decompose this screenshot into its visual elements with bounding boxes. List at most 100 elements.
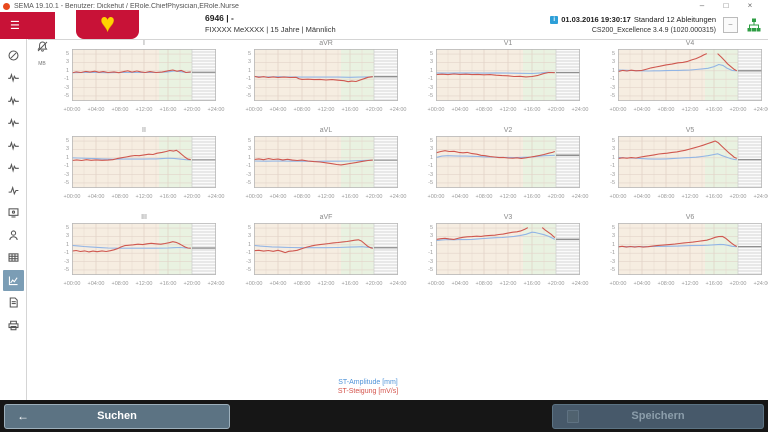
app-header: ☰ ♥ 6946 | - FIXXXX MeXXXX | 15 Jahre | … [0, 10, 768, 39]
x-tick-label: +12:00 [499, 194, 517, 200]
lead-chart-I: I 5 3 1 -1 -3 -5 +00:00 +04:00 +08:00 +12:00 +16:00… [58, 40, 225, 115]
x-tick-label: +20:00 [365, 107, 383, 113]
x-tick-label: +00:00 [245, 194, 263, 200]
trend-chart-icon [8, 275, 18, 285]
y-tick-label: 5 [65, 225, 69, 232]
sidebar-item-ecg-3[interactable] [3, 112, 24, 133]
y-tick-label: 5 [611, 225, 615, 232]
minimize-button[interactable]: – [699, 1, 705, 10]
y-tick-label: 1 [247, 67, 251, 74]
y-tick-label: -5 [246, 92, 251, 99]
x-tick-label: +00:00 [609, 107, 627, 113]
sidebar-item-monitor[interactable] [3, 202, 24, 223]
chart-title: V4 [685, 40, 695, 47]
sidebar-item-print[interactable] [3, 315, 24, 336]
x-tick-label: +16:00 [159, 281, 177, 287]
y-tick-label: -1 [246, 163, 251, 170]
y-tick-label: -1 [64, 76, 69, 83]
x-tick-label: +16:00 [705, 281, 723, 287]
y-tick-label: 1 [611, 67, 615, 74]
sidebar-item-ecg-5[interactable] [3, 157, 24, 178]
hamburger-menu-button[interactable]: ☰ [0, 12, 55, 39]
chart-title: V2 [503, 127, 513, 134]
y-tick-label: -3 [610, 258, 615, 265]
sidebar-item-ecg-2[interactable] [3, 90, 24, 111]
ecg-icon [7, 162, 19, 173]
x-tick-label: +24:00 [753, 281, 768, 287]
x-axis-labels: +00:00 +04:00 +08:00 +12:00 +16:00 +20:00 +24:… [428, 194, 589, 202]
y-axis-labels: 5 3 1 -1 -3 -5 [422, 49, 435, 101]
x-tick-label: +20:00 [365, 194, 383, 200]
x-tick-label: +08:00 [657, 194, 675, 200]
sidebar-item-table[interactable] [3, 247, 24, 268]
lead-chart-aVR: aVR 5 3 1 -1 -3 -5 +00:00 +04:00 +08:00 +12:00 +16:… [240, 40, 407, 115]
st-trend-plot [435, 223, 580, 276]
chart-title: III [141, 214, 147, 221]
x-tick-label: +08:00 [657, 107, 675, 113]
chart-title: V3 [503, 214, 513, 221]
exam-header: i 01.03.2016 19:30:17 Standard 12 Ableit… [550, 14, 716, 36]
sidebar-item-ecg-1[interactable] [3, 67, 24, 88]
x-tick-label: +16:00 [523, 194, 541, 200]
main-content: MB I 5 3 1 -1 -3 -5 +00:00 +04:00 +08:00 +12:00 +16… [28, 40, 768, 400]
patient-info: FIXXXX MeXXXX | 15 Jahre | Männlich [205, 25, 336, 34]
y-tick-label: 1 [611, 241, 615, 248]
y-tick-label: 5 [247, 51, 251, 58]
y-axis-labels: 5 3 1 -1 -3 -5 [240, 136, 253, 188]
pulse-icon [8, 185, 18, 195]
lead-chart-V1: V1 5 3 1 -1 -3 -5 +00:00 +04:00 +08:00 +12:00 +16:0… [422, 40, 589, 115]
y-tick-label: 1 [429, 241, 433, 248]
save-button[interactable]: Speichern [552, 403, 764, 429]
x-tick-label: +16:00 [159, 107, 177, 113]
y-tick-label: 3 [611, 233, 615, 240]
maximize-button[interactable]: □ [723, 1, 729, 10]
st-trend-plot [617, 49, 762, 102]
chart-title: I [143, 40, 145, 47]
sidebar-item-trend[interactable] [2, 269, 24, 291]
x-tick-label: +16:00 [705, 107, 723, 113]
st-trend-plot [435, 49, 580, 102]
y-tick-label: 5 [65, 51, 69, 58]
y-tick-label: -3 [610, 171, 615, 178]
app-logo-icon [3, 2, 10, 10]
sidebar-item-ecg-4[interactable] [3, 135, 24, 156]
y-tick-label: -3 [64, 171, 69, 178]
x-tick-label: +20:00 [547, 194, 565, 200]
y-tick-label: 3 [65, 59, 69, 66]
sidebar-item-report[interactable] [3, 292, 24, 313]
y-tick-label: -3 [246, 171, 251, 178]
search-button-label: Suchen [97, 410, 137, 422]
legend-st-amplitude: ST-Amplitude [mm] [338, 379, 398, 386]
y-tick-label: -5 [610, 266, 615, 273]
heart-icon: ♥ [100, 10, 115, 37]
x-tick-label: +08:00 [111, 107, 129, 113]
sidebar-item-patient[interactable] [3, 225, 24, 246]
x-tick-label: +12:00 [681, 281, 699, 287]
y-tick-label: 1 [247, 241, 251, 248]
header-dropdown[interactable]: – [723, 17, 738, 33]
lead-chart-V6: V6 5 3 1 -1 -3 -5 +00:00 +04:00 +08:00 +12:00 +16:0… [604, 214, 768, 289]
st-trend-plot [253, 223, 398, 276]
x-tick-label: +20:00 [365, 281, 383, 287]
x-tick-label: +24:00 [207, 107, 225, 113]
chart-title: aVR [319, 40, 333, 47]
x-tick-label: +04:00 [451, 281, 469, 287]
y-tick-label: -3 [428, 84, 433, 91]
sidebar-item-gauge[interactable] [3, 45, 24, 66]
x-tick-label: +12:00 [317, 281, 335, 287]
sidebar-item-pulse[interactable] [3, 180, 24, 201]
x-axis-labels: +00:00 +04:00 +08:00 +12:00 +16:00 +20:00 +24:… [64, 281, 225, 289]
close-button[interactable]: × [747, 1, 753, 10]
x-tick-label: +04:00 [633, 107, 651, 113]
x-tick-label: +04:00 [451, 194, 469, 200]
window-controls: – □ × [690, 0, 768, 12]
x-tick-label: +00:00 [609, 281, 627, 287]
y-tick-label: -5 [64, 266, 69, 273]
device-info: CS200_Excellence 3.4.9 (1020.000315) [591, 27, 716, 34]
search-button[interactable]: ← Suchen [4, 403, 230, 429]
chart-title: aVF [319, 214, 333, 221]
x-tick-label: +12:00 [681, 194, 699, 200]
ecg-icon [7, 72, 19, 83]
chart-legend: ST-Amplitude [mm] ST-Steigung [mV/s] [28, 378, 708, 396]
x-tick-label: +24:00 [571, 194, 589, 200]
